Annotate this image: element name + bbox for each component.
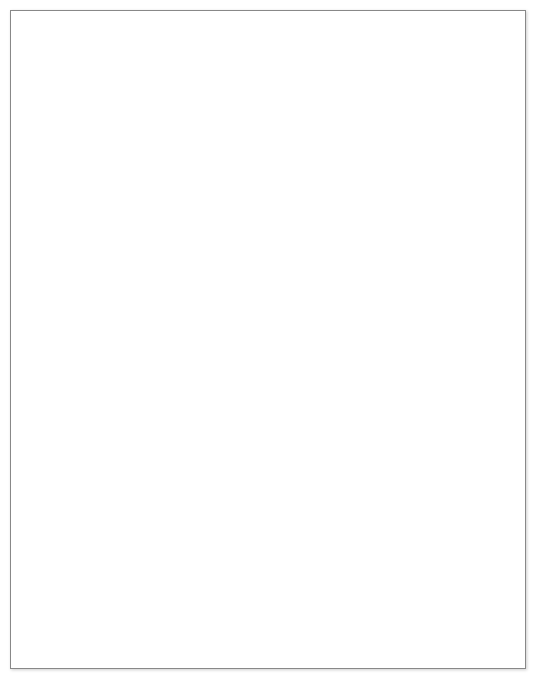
chart-rotated-wrapper: Henkilöliikenteen rahoitus Etelä-Savossa… [0, 9, 11, 668]
page: Henkilöliikenteen rahoitus Etelä-Savossa… [0, 0, 536, 679]
chart-content: 3 697 006; 16 %2 145 315; 9 %7 094 052; … [0, 9, 1, 668]
plot-area: Henkilöliikenteen rahoitus Etelä-Savossa… [10, 10, 526, 669]
